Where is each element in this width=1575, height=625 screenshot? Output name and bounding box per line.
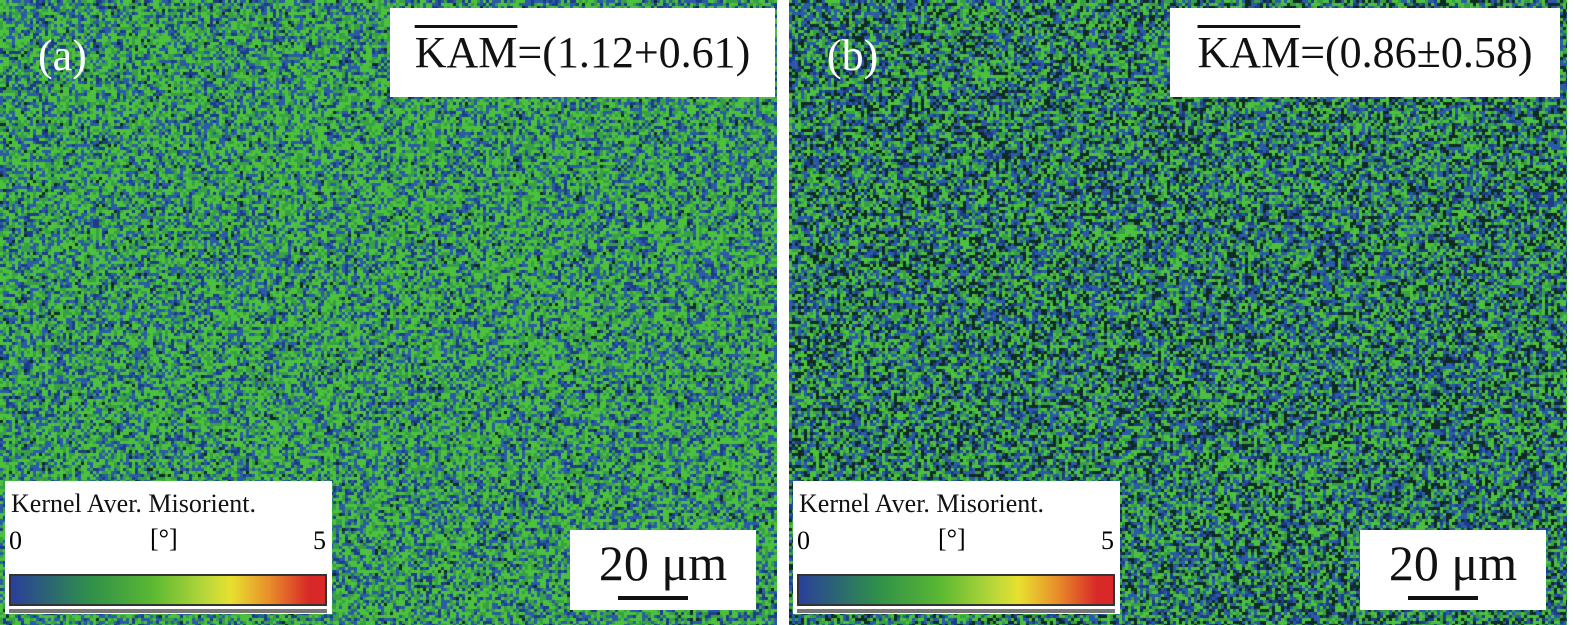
colormap-bar	[797, 574, 1115, 606]
legend-min: 0	[9, 526, 22, 555]
colormap-bar	[9, 574, 327, 606]
kam-map-panel-b: (b) KAM =(0.86±0.58) Kernel Aver. Misorie…	[789, 0, 1567, 625]
legend-title: Kernel Aver. Misorient.	[11, 489, 257, 518]
color-legend: Kernel Aver. Misorient. 0 [°] 5	[5, 481, 332, 614]
kam-symbol: KAM	[1197, 28, 1301, 77]
kam-symbol: KAM	[414, 28, 518, 77]
legend-max: 5	[313, 526, 326, 555]
kam-map-panel-a: (a) KAM =(1.12+0.61) Kernel Aver. Misorie…	[0, 0, 777, 625]
legend-title: Kernel Aver. Misorient.	[799, 489, 1045, 518]
kam-value: =(1.12+0.61)	[517, 28, 751, 77]
kam-average-label: KAM =(1.12+0.61)	[390, 8, 775, 97]
kam-value: =(0.86±0.58)	[1300, 28, 1533, 77]
legend-divider	[9, 609, 327, 613]
legend-min: 0	[797, 526, 810, 555]
scale-bar	[618, 596, 688, 600]
scale-bar-box: 20 μm	[1360, 530, 1546, 610]
legend-unit: [°]	[150, 524, 178, 553]
kam-average-label: KAM =(0.86±0.58)	[1170, 8, 1560, 97]
legend-unit: [°]	[938, 524, 966, 553]
panel-label: (b)	[827, 31, 879, 80]
scale-bar-label: 20 μm	[1388, 535, 1518, 591]
scale-bar	[1408, 596, 1478, 600]
color-legend: Kernel Aver. Misorient. 0 [°] 5	[793, 481, 1120, 614]
legend-max: 5	[1101, 526, 1114, 555]
panel-label: (a)	[38, 31, 87, 80]
scale-bar-box: 20 μm	[570, 530, 756, 610]
legend-divider	[797, 609, 1115, 613]
scale-bar-label: 20 μm	[598, 535, 728, 591]
